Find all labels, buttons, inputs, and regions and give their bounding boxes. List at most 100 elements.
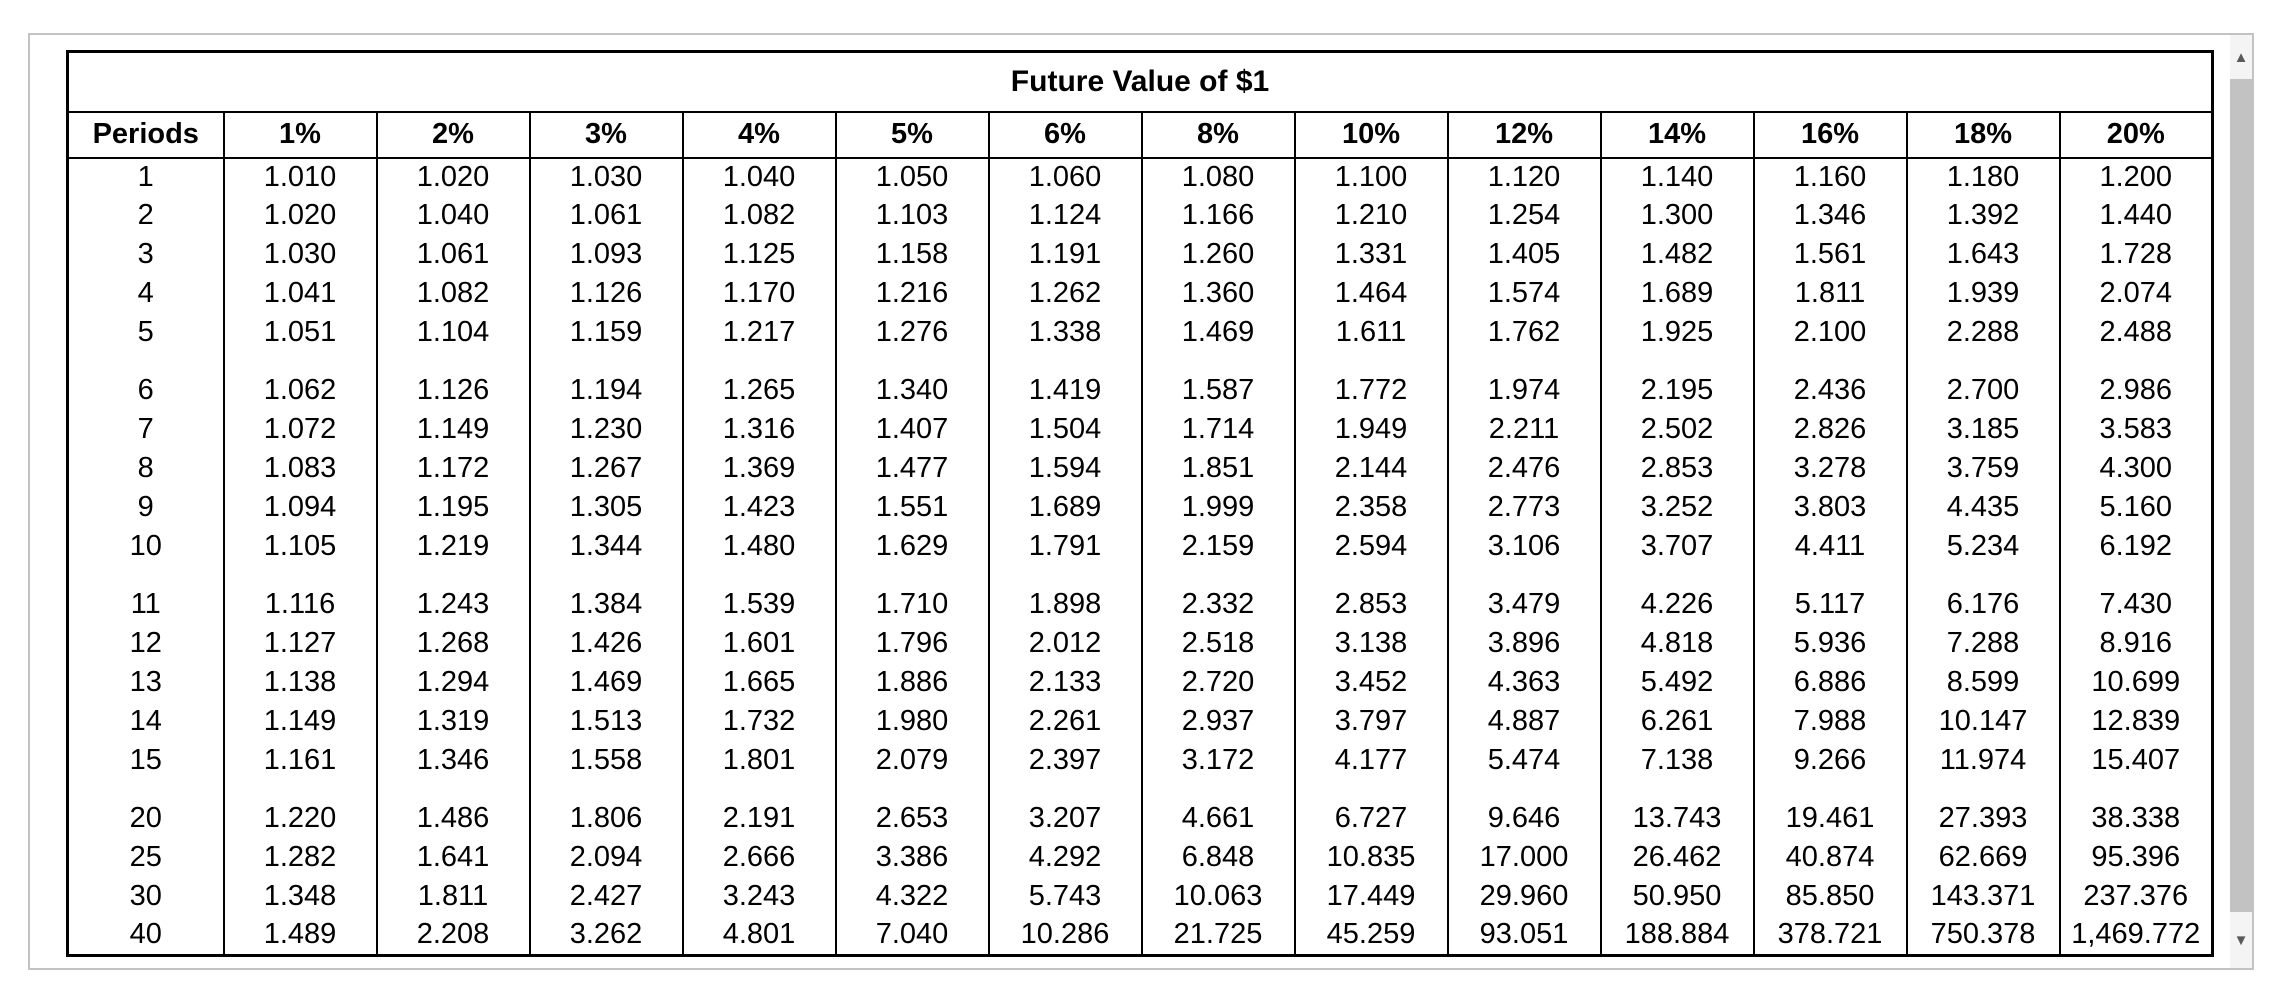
factor-cell: 7.988 bbox=[1752, 702, 1907, 742]
factor-cell: 1.126 bbox=[528, 274, 683, 314]
factor-cell: 4.292 bbox=[987, 838, 1142, 878]
spacer-cell bbox=[1293, 566, 1448, 586]
factor-cell: 1.346 bbox=[1752, 196, 1907, 236]
spacer-cell bbox=[222, 352, 377, 372]
factor-cell: 1.138 bbox=[222, 663, 377, 703]
factor-cell: 1.732 bbox=[681, 702, 836, 742]
spacer-cell bbox=[1446, 352, 1601, 372]
factor-cell: 1.762 bbox=[1446, 313, 1601, 353]
factor-cell: 7.288 bbox=[1905, 624, 2060, 664]
factor-cell: 3.172 bbox=[1140, 741, 1295, 781]
table-row: 30 1.348 1.811 2.427 3.243 4.322 5.743 10.063 17… bbox=[68, 877, 2213, 917]
factor-cell: 9.266 bbox=[1752, 741, 1907, 781]
factor-cell: 38.338 bbox=[2058, 799, 2213, 839]
factor-cell: 4.661 bbox=[1140, 799, 1295, 839]
spacer-cell bbox=[681, 566, 836, 586]
rate-column-header: 1% bbox=[222, 111, 377, 159]
factor-cell: 1.504 bbox=[987, 410, 1142, 450]
spacer-cell bbox=[834, 352, 989, 372]
group-spacer-row bbox=[68, 352, 2213, 372]
factor-cell: 2.332 bbox=[1140, 585, 1295, 625]
factor-cell: 1.103 bbox=[834, 196, 989, 236]
factor-cell: 3.106 bbox=[1446, 527, 1601, 567]
factor-cell: 1.072 bbox=[222, 410, 377, 450]
factor-cell: 2.012 bbox=[987, 624, 1142, 664]
factor-cell: 1.340 bbox=[834, 371, 989, 411]
factor-cell: 17.000 bbox=[1446, 838, 1601, 878]
factor-cell: 1.925 bbox=[1599, 313, 1754, 353]
factor-cell: 1.210 bbox=[1293, 196, 1448, 236]
factor-cell: 8.599 bbox=[1905, 663, 2060, 703]
factor-cell: 1.116 bbox=[222, 585, 377, 625]
factor-cell: 1.010 bbox=[222, 157, 377, 197]
factor-cell: 1.440 bbox=[2058, 196, 2213, 236]
factor-cell: 1.587 bbox=[1140, 371, 1295, 411]
factor-cell: 1.974 bbox=[1446, 371, 1601, 411]
table-row: 7 1.072 1.149 1.230 1.316 1.407 1.504 1.714 1.94… bbox=[68, 410, 2213, 450]
spacer-cell bbox=[68, 353, 224, 372]
scroll-up-button[interactable]: ▲ bbox=[2230, 35, 2252, 79]
table-header-row: Periods 1% 2% 3% 4% 5% 6% 8% 10% 12% 14% 16% 18% 20% bbox=[67, 111, 2213, 159]
factor-cell: 1.094 bbox=[222, 488, 377, 528]
factor-cell: 3.896 bbox=[1446, 624, 1601, 664]
factor-cell: 1.216 bbox=[834, 274, 989, 314]
factor-cell: 1.105 bbox=[222, 527, 377, 567]
factor-cell: 1.180 bbox=[1905, 157, 2060, 197]
factor-cell: 750.378 bbox=[1905, 916, 2060, 956]
period-cell: 8 bbox=[137, 452, 154, 485]
factor-cell: 3.243 bbox=[681, 877, 836, 917]
factor-cell: 143.371 bbox=[1905, 877, 2060, 917]
factor-cell: 1.149 bbox=[222, 702, 377, 742]
spacer-cell bbox=[2058, 352, 2213, 372]
factor-cell: 2.700 bbox=[1905, 371, 2060, 411]
factor-cell: 12.839 bbox=[2058, 702, 2213, 742]
factor-cell: 6.886 bbox=[1752, 663, 1907, 703]
period-cell: 40 bbox=[129, 918, 162, 951]
factor-cell: 1.886 bbox=[834, 663, 989, 703]
vertical-scrollbar[interactable]: ▲ ▼ bbox=[2230, 35, 2252, 968]
table-row: 15 1.161 1.346 1.558 1.801 2.079 2.397 3.172 4.1… bbox=[68, 741, 2213, 781]
period-cell: 6 bbox=[137, 374, 154, 407]
factor-cell: 5.234 bbox=[1905, 527, 2060, 567]
scroll-down-button[interactable]: ▼ bbox=[2230, 912, 2252, 968]
factor-cell: 1.939 bbox=[1905, 274, 2060, 314]
scrollbar-thumb[interactable] bbox=[2230, 79, 2252, 912]
factor-cell: 3.278 bbox=[1752, 449, 1907, 489]
rate-column-header: 12% bbox=[1446, 111, 1601, 159]
factor-cell: 2.195 bbox=[1599, 371, 1754, 411]
factor-cell: 1.120 bbox=[1446, 157, 1601, 197]
factor-cell: 1.369 bbox=[681, 449, 836, 489]
factor-cell: 1.030 bbox=[528, 157, 683, 197]
period-cell: 15 bbox=[129, 744, 162, 777]
factor-cell: 1.480 bbox=[681, 527, 836, 567]
spacer-cell bbox=[68, 567, 224, 586]
table-row: 2 1.020 1.040 1.061 1.082 1.103 1.124 1.166 1.21… bbox=[68, 196, 2213, 236]
period-cell: 9 bbox=[137, 491, 154, 524]
factor-cell: 5.743 bbox=[987, 877, 1142, 917]
table-row: 1 1.010 1.020 1.030 1.040 1.050 1.060 1.080 1.10… bbox=[68, 157, 2213, 197]
factor-cell: 85.850 bbox=[1752, 877, 1907, 917]
factor-cell: 1.806 bbox=[528, 799, 683, 839]
factor-cell: 1.125 bbox=[681, 235, 836, 275]
factor-cell: 1.166 bbox=[1140, 196, 1295, 236]
factor-cell: 1.200 bbox=[2058, 157, 2213, 197]
factor-cell: 1.158 bbox=[834, 235, 989, 275]
factor-cell: 3.252 bbox=[1599, 488, 1754, 528]
spacer-cell bbox=[1905, 352, 2060, 372]
factor-cell: 5.936 bbox=[1752, 624, 1907, 664]
factor-cell: 7.430 bbox=[2058, 585, 2213, 625]
factor-cell: 4.363 bbox=[1446, 663, 1601, 703]
spacer-cell bbox=[1599, 352, 1754, 372]
table-row: 6 1.062 1.126 1.194 1.265 1.340 1.419 1.587 1.77… bbox=[68, 371, 2213, 411]
factor-cell: 1.040 bbox=[375, 196, 530, 236]
factor-cell: 10.286 bbox=[987, 916, 1142, 956]
factor-cell: 6.848 bbox=[1140, 838, 1295, 878]
factor-cell: 2.653 bbox=[834, 799, 989, 839]
factor-cell: 1.083 bbox=[222, 449, 377, 489]
factor-cell: 1.728 bbox=[2058, 235, 2213, 275]
factor-cell: 1.338 bbox=[987, 313, 1142, 353]
period-cell: 14 bbox=[129, 705, 162, 738]
spacer-cell bbox=[375, 566, 530, 586]
spacer-cell bbox=[375, 352, 530, 372]
